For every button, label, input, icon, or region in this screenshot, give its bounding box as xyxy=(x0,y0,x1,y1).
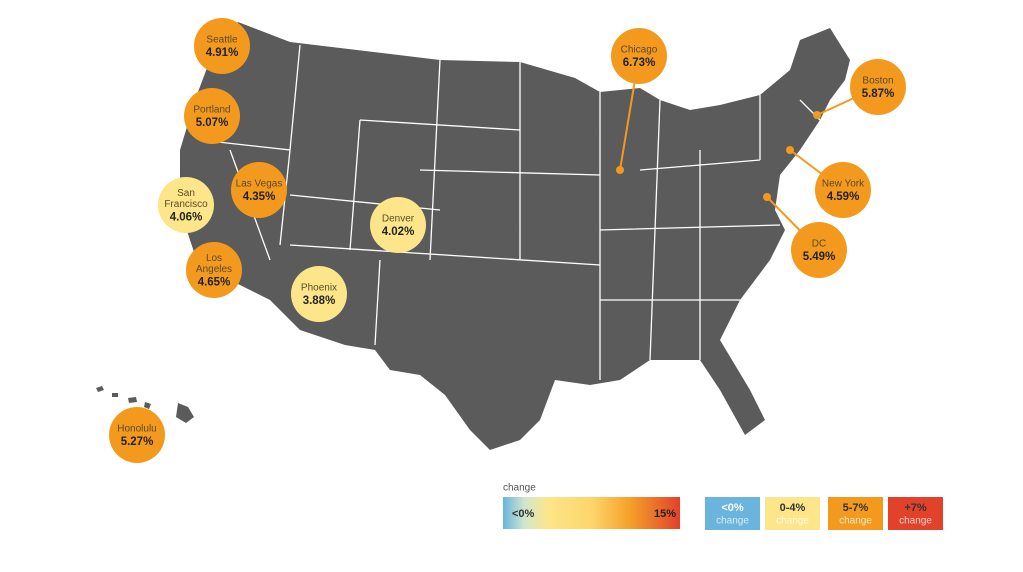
city-value: 5.27% xyxy=(121,436,154,448)
city-name: Denver xyxy=(382,214,415,225)
city-value: 4.91% xyxy=(206,47,239,59)
legend-box xyxy=(765,497,820,530)
legend-gradient xyxy=(503,497,680,529)
legend-box-caption: change xyxy=(839,516,872,527)
city-dot xyxy=(813,111,821,119)
city-name: DC xyxy=(812,239,826,250)
city-bubble xyxy=(158,177,214,233)
city-value: 4.06% xyxy=(170,212,203,224)
city-value: 4.02% xyxy=(382,226,415,238)
city-name: Boston xyxy=(862,76,893,87)
city-bubble xyxy=(370,197,426,253)
city-dot xyxy=(786,146,794,154)
city-name: Phoenix xyxy=(301,283,337,294)
legend: change <0% 15% xyxy=(503,483,680,529)
city-value: 4.65% xyxy=(198,277,231,289)
city-name: Honolulu xyxy=(117,424,156,435)
city-bubble xyxy=(184,88,240,144)
city-bubble xyxy=(850,59,906,115)
city-value: 5.49% xyxy=(803,251,836,263)
city-bubble xyxy=(194,18,250,74)
legend-box-caption: change xyxy=(899,516,932,527)
city-name: Portland xyxy=(193,105,230,116)
legend-title: change xyxy=(503,483,536,494)
city-name: Angeles xyxy=(196,264,232,275)
legend-box-label: 0-4% xyxy=(780,502,806,514)
legend-box-label: 5-7% xyxy=(843,502,869,514)
city-bubble xyxy=(791,222,847,278)
city-bubble xyxy=(231,162,287,218)
us-map xyxy=(96,22,850,450)
city-name: Chicago xyxy=(621,45,658,56)
city-bubble xyxy=(815,162,871,218)
city-value: 4.59% xyxy=(827,191,860,203)
city-name: Seattle xyxy=(206,35,238,46)
city-bubble xyxy=(109,407,165,463)
city-bubble xyxy=(186,242,242,298)
city-name: San xyxy=(177,188,195,199)
city-value: 5.87% xyxy=(862,88,895,100)
legend-box-caption: change xyxy=(716,516,749,527)
legend-high: 15% xyxy=(654,508,676,520)
city-name: Francisco xyxy=(164,199,208,210)
city-dot xyxy=(616,166,624,174)
legend-box-label: +7% xyxy=(904,502,927,514)
city-dot xyxy=(763,193,771,201)
city-name: New York xyxy=(822,179,865,190)
legend-low: <0% xyxy=(512,508,535,520)
legend-box xyxy=(705,497,760,530)
legend-box-label: <0% xyxy=(721,502,744,514)
legend-box-caption: change xyxy=(776,516,809,527)
city-name: Las Vegas xyxy=(236,179,283,190)
city-bubble xyxy=(291,266,347,322)
legend-box xyxy=(828,497,883,530)
city-value: 4.35% xyxy=(243,191,276,203)
city-value: 6.73% xyxy=(623,57,656,69)
city-name: Los xyxy=(206,253,222,264)
city-value: 5.07% xyxy=(196,117,229,129)
city-value: 3.88% xyxy=(303,295,336,307)
city-bubble xyxy=(611,28,667,84)
legend-box xyxy=(888,497,943,530)
